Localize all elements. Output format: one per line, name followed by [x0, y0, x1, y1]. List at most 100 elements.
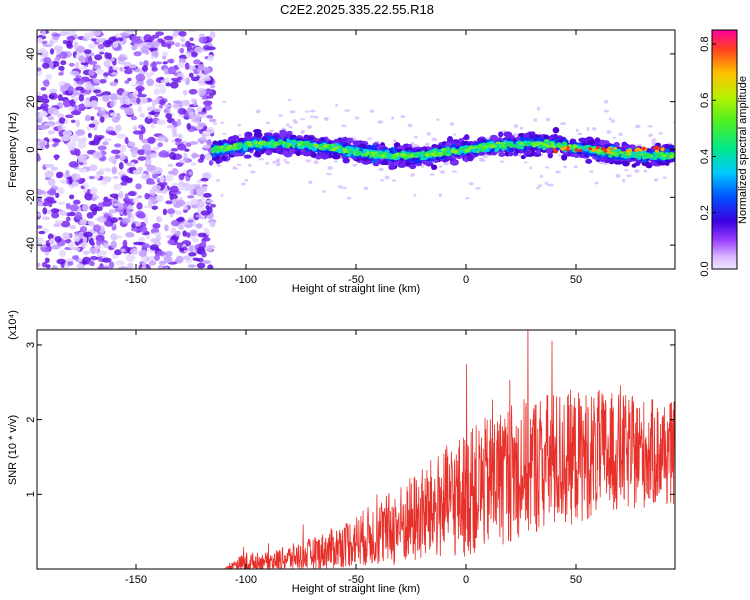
noise-blob: [52, 33, 62, 37]
faint-blob: [586, 126, 590, 131]
faint-blob: [480, 159, 486, 162]
snr-y-tick-label: 3: [25, 342, 37, 348]
signal-blob: [261, 137, 268, 142]
noise-blob: [203, 100, 213, 106]
faint-blob: [589, 170, 594, 173]
noise-blob: [37, 153, 40, 162]
faint-blob: [354, 116, 360, 120]
noise-blob: [184, 62, 190, 70]
noise-blob: [158, 104, 164, 109]
noise-blob: [117, 56, 127, 62]
signal-blob: [243, 154, 252, 159]
noise-blob: [56, 173, 62, 179]
faint-blob: [499, 160, 505, 163]
noise-blob: [66, 212, 72, 217]
noise-blob: [70, 119, 76, 123]
faint-blob: [624, 168, 628, 172]
signal-blob: [557, 144, 562, 148]
noise-blob: [141, 65, 149, 72]
noise-blob: [129, 96, 137, 104]
signal-blob: [613, 160, 623, 165]
noise-blob: [131, 45, 138, 51]
noise-blob: [210, 84, 216, 89]
noise-blob: [166, 125, 176, 129]
faint-blob: [324, 118, 329, 121]
signal-blob: [489, 144, 495, 149]
noise-blob: [102, 200, 113, 207]
noise-blob: [146, 78, 155, 87]
noise-blob: [57, 113, 65, 119]
faint-blob: [377, 120, 384, 124]
noise-blob: [183, 208, 188, 213]
faint-blob: [438, 193, 442, 198]
noise-blob: [174, 42, 181, 48]
noise-blob: [40, 102, 49, 109]
noise-blob: [69, 70, 80, 76]
noise-blob: [99, 116, 105, 123]
noise-blob: [178, 173, 185, 181]
noise-blob: [43, 79, 50, 87]
signal-blob: [505, 147, 511, 153]
noise-blob: [130, 83, 140, 87]
signal-blob: [361, 160, 370, 165]
noise-blob: [159, 175, 165, 183]
signal-blob: [211, 153, 216, 158]
noise-blob: [89, 190, 97, 195]
noise-blob: [157, 142, 163, 148]
signal-blob: [421, 150, 425, 154]
noise-blob: [60, 220, 71, 228]
signal-blob: [228, 137, 237, 142]
faint-blob: [300, 129, 306, 133]
signal-blob: [263, 141, 268, 146]
noise-blob: [77, 104, 84, 109]
faint-blob: [255, 109, 261, 114]
signal-blob: [640, 152, 644, 157]
hot-blob: [634, 148, 639, 152]
noise-blob: [91, 197, 97, 202]
noise-blob: [201, 132, 206, 139]
noise-blob: [201, 260, 212, 264]
noise-blob: [122, 217, 131, 224]
faint-blob: [608, 117, 612, 121]
noise-blob: [52, 108, 59, 116]
noise-blob: [80, 62, 89, 66]
noise-blob: [179, 222, 184, 229]
noise-blob: [54, 154, 59, 161]
noise-blob: [66, 40, 73, 48]
faint-blob: [413, 135, 418, 139]
noise-blob: [209, 118, 217, 123]
noise-blob: [126, 208, 131, 215]
signal-blob: [452, 150, 458, 154]
noise-blob: [48, 39, 54, 46]
noise-blob: [149, 188, 157, 196]
noise-blob: [131, 150, 138, 158]
noise-blob: [152, 172, 159, 179]
signal-blob: [466, 155, 474, 162]
noise-blob: [173, 79, 182, 83]
noise-blob: [88, 260, 95, 266]
noise-blob: [130, 248, 139, 255]
noise-blob: [37, 37, 43, 44]
noise-blob: [200, 177, 209, 182]
noise-blob: [75, 61, 80, 70]
spectrogram-marks: [37, 30, 675, 269]
noise-blob: [196, 200, 205, 208]
noise-blob: [76, 263, 85, 269]
noise-blob: [42, 216, 51, 220]
noise-blob: [143, 34, 152, 42]
signal-blob: [342, 148, 348, 152]
noise-blob: [189, 187, 194, 196]
noise-blob: [112, 60, 117, 66]
noise-blob: [120, 181, 128, 186]
spectrogram-x-tick-label: 0: [463, 274, 469, 286]
noise-blob: [158, 264, 164, 269]
noise-blob: [155, 61, 162, 65]
noise-blob: [119, 67, 124, 72]
noise-blob: [42, 202, 49, 207]
snr-y-label: SNR (10 * v/v): [7, 415, 19, 485]
noise-blob: [109, 93, 119, 101]
noise-blob: [197, 87, 207, 96]
